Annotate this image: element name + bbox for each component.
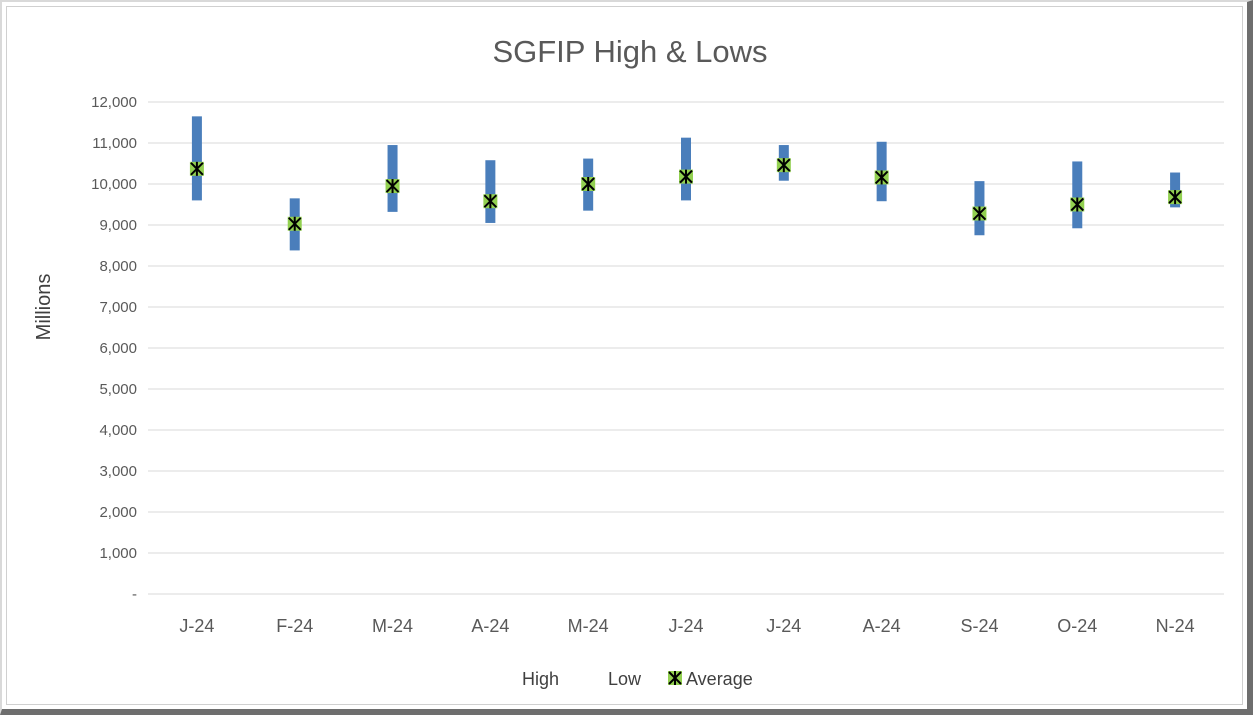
gridlines	[148, 101, 1224, 595]
y-tick-label: -	[132, 586, 137, 603]
x-tick-label: O-24	[1057, 616, 1097, 636]
average-marker	[483, 194, 498, 209]
x-tick-label: F-24	[276, 616, 313, 636]
high-low-bar	[1170, 172, 1181, 208]
x-tick-label: A-24	[471, 616, 509, 636]
x-tick-label: J-24	[766, 616, 801, 636]
average-marker	[385, 179, 400, 194]
legend-low-label: Low	[608, 669, 642, 689]
high-low-bar	[387, 145, 398, 212]
average-marker	[1168, 190, 1183, 205]
chart-title: SGFIP High & Lows	[492, 34, 767, 69]
y-tick-label: 6,000	[99, 340, 137, 357]
x-tick-label: S-24	[960, 616, 998, 636]
y-tick-label: 8,000	[99, 258, 137, 275]
average-marker	[679, 169, 693, 184]
y-tick-label: 9,000	[99, 217, 137, 234]
high-low-bar	[191, 116, 202, 201]
x-tick-label: J-24	[179, 616, 214, 636]
chart-area-border	[6, 6, 1243, 705]
average-marker	[776, 158, 791, 173]
legend: High Low Average	[522, 669, 753, 689]
y-tick-label: 1,000	[99, 545, 137, 562]
y-tick-label: 11,000	[92, 135, 137, 152]
average-marker	[874, 170, 889, 185]
x-tick-labels: J-24 F-24 M-24 A-24 M-24 J-24 J-24 A-24 S-24 O-24…	[179, 616, 1194, 636]
y-tick-labels: - 1,000 2,000 3,000 4,000 5,000 6,000 7,000 8,00…	[91, 94, 137, 603]
x-tick-label: M-24	[372, 616, 413, 636]
average-marker	[189, 161, 204, 176]
y-tick-label: 4,000	[99, 422, 137, 439]
y-tick-label: 3,000	[99, 463, 137, 480]
average-marker	[287, 216, 302, 231]
legend-average-marker-icon	[668, 671, 682, 685]
average-marker	[972, 206, 987, 221]
y-tick-label: 10,000	[91, 176, 137, 193]
average-marker	[1070, 197, 1085, 212]
average-markers	[189, 158, 1183, 231]
x-tick-label: N-24	[1156, 616, 1195, 636]
average-marker	[581, 177, 596, 191]
high-low-bar	[681, 137, 691, 201]
high-low-bar	[1072, 161, 1083, 229]
y-tick-label: 7,000	[99, 299, 137, 316]
y-axis-label: Millions	[33, 274, 55, 341]
x-tick-label: J-24	[668, 616, 703, 636]
high-low-bar	[485, 160, 496, 223]
legend-high-label: High	[522, 669, 559, 689]
y-tick-label: 2,000	[99, 504, 137, 521]
x-tick-label: A-24	[863, 616, 901, 636]
y-tick-label: 12,000	[91, 94, 137, 111]
legend-average-label: Average	[686, 669, 753, 689]
y-tick-label: 5,000	[99, 381, 137, 398]
x-tick-label: M-24	[568, 616, 609, 636]
